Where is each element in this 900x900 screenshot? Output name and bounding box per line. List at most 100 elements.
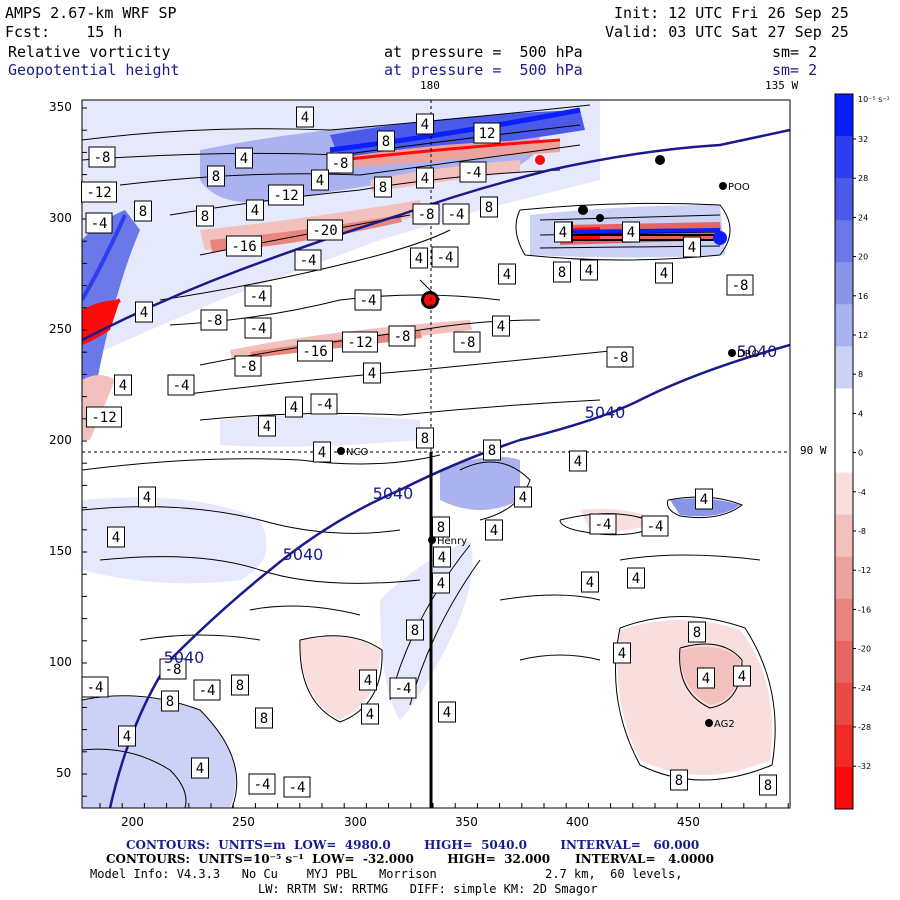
vorticity-label: -4 xyxy=(248,773,276,795)
vorticity-label: 12 xyxy=(473,122,501,144)
colorbar-label: -16 xyxy=(858,605,871,614)
svg-text:-8: -8 xyxy=(612,350,629,366)
height-contour-label: 5040 xyxy=(164,648,205,667)
colorbar: 10⁻⁵ s⁻¹ 32 28 24 20 16 12 8 4 0 -4 -8 -12 -16 -20 -24 -… xyxy=(834,93,890,810)
vorticity-label: 4 xyxy=(138,486,156,508)
svg-text:8: 8 xyxy=(166,694,174,710)
svg-text:8: 8 xyxy=(382,134,390,150)
svg-text:4: 4 xyxy=(421,117,429,133)
svg-text:4: 4 xyxy=(112,530,120,546)
y-tick-label: 50 xyxy=(56,766,72,780)
axis-ticks xyxy=(82,107,789,808)
field1-level: at pressure = 500 hPa xyxy=(384,43,583,61)
small-features xyxy=(421,155,727,309)
x-tick-label: 200 xyxy=(121,815,144,829)
svg-text:4: 4 xyxy=(364,673,372,689)
y-tick-label: 100 xyxy=(49,655,72,669)
svg-text:4: 4 xyxy=(123,729,131,745)
vorticity-label: -16 xyxy=(226,235,262,257)
vorticity-label: 4 xyxy=(313,441,331,463)
vorticity-label: -12 xyxy=(268,184,304,206)
svg-text:-12: -12 xyxy=(91,410,116,426)
colorbar-label: 24 xyxy=(858,213,868,222)
svg-text:8: 8 xyxy=(437,520,445,536)
vorticity-label: -4 xyxy=(167,374,195,396)
y-tick-label: 250 xyxy=(49,322,72,336)
svg-text:-4: -4 xyxy=(289,780,306,796)
svg-text:-8: -8 xyxy=(332,156,349,172)
y-tick-label: 350 xyxy=(49,100,72,114)
colorbar-segment xyxy=(835,640,853,684)
vorticity-label: 8 xyxy=(196,205,214,227)
svg-text:8: 8 xyxy=(379,180,387,196)
svg-text:-16: -16 xyxy=(302,344,327,360)
vorticity-label: -8 xyxy=(726,274,754,296)
vorticity-label: 4 xyxy=(498,263,516,285)
station-marker: AG2 xyxy=(705,719,735,730)
vorticity-label: 4 xyxy=(114,374,132,396)
svg-text:4: 4 xyxy=(421,171,429,187)
svg-text:4: 4 xyxy=(497,319,505,335)
vorticity-label: -4 xyxy=(81,676,109,698)
svg-text:4: 4 xyxy=(240,151,248,167)
svg-text:4: 4 xyxy=(688,240,696,256)
svg-text:4: 4 xyxy=(559,225,567,241)
vorticity-label: 4 xyxy=(485,519,503,541)
vorticity-label: 4 xyxy=(613,642,631,664)
vorticity-label: 8 xyxy=(483,439,501,461)
colorbar-label: -28 xyxy=(858,723,871,732)
vorticity-label: 4 xyxy=(296,106,314,128)
vorticity-label: 8 xyxy=(759,774,777,796)
vorticity-label: 8 xyxy=(670,769,688,791)
svg-text:-4: -4 xyxy=(316,397,333,413)
vorticity-label: -4 xyxy=(294,249,322,271)
vorticity-label: 4 xyxy=(118,725,136,747)
vorticity-label: 8 xyxy=(161,690,179,712)
reference-lines xyxy=(82,100,790,808)
svg-text:-8: -8 xyxy=(165,662,182,678)
svg-text:-4: -4 xyxy=(360,293,377,309)
vorticity-label: 4 xyxy=(580,259,598,281)
vorticity-label: 4 xyxy=(492,315,510,337)
svg-text:DRO: DRO xyxy=(737,349,760,360)
svg-text:4: 4 xyxy=(738,669,746,685)
svg-text:8: 8 xyxy=(485,200,493,216)
y-tick-label: 150 xyxy=(49,544,72,558)
vorticity-label: 4 xyxy=(655,262,673,284)
svg-text:4: 4 xyxy=(443,705,451,721)
svg-text:8: 8 xyxy=(411,623,419,639)
colorbar-label: 28 xyxy=(858,174,868,183)
vorticity-label: -4 xyxy=(244,285,272,307)
vorticity-label: -4 xyxy=(589,513,617,535)
svg-text:-8: -8 xyxy=(394,329,411,345)
svg-text:12: 12 xyxy=(479,126,496,142)
svg-text:4: 4 xyxy=(290,400,298,416)
longitude-label: 180 xyxy=(420,79,440,92)
svg-text:4: 4 xyxy=(660,266,668,282)
colorbar-segment xyxy=(835,262,853,305)
svg-text:4: 4 xyxy=(519,490,527,506)
vorticity-label: -4 xyxy=(283,776,311,798)
vorticity-label: -4 xyxy=(354,289,382,311)
svg-text:4: 4 xyxy=(415,251,423,267)
svg-text:POO: POO xyxy=(728,182,750,193)
svg-text:4: 4 xyxy=(119,378,127,394)
svg-text:4: 4 xyxy=(366,707,374,723)
vorticity-label: 4 xyxy=(622,221,640,243)
vorticity-label: 8 xyxy=(207,165,225,187)
colorbar-segment xyxy=(835,220,853,263)
svg-text:-8: -8 xyxy=(459,335,476,351)
vorticity-label: 4 xyxy=(285,396,303,418)
vorticity-label: 4 xyxy=(695,488,713,510)
svg-text:8: 8 xyxy=(260,711,268,727)
station-marker: NCO xyxy=(337,447,368,458)
vorticity-label: 8 xyxy=(553,261,571,283)
vorticity-label: 4 xyxy=(416,167,434,189)
colorbar-segment xyxy=(835,178,853,221)
svg-text:4: 4 xyxy=(196,761,204,777)
colorbar-label: -4 xyxy=(858,488,866,497)
vorticity-label: 4 xyxy=(569,450,587,472)
vorticity-label: -8 xyxy=(412,203,440,225)
plot-frame xyxy=(81,99,791,809)
